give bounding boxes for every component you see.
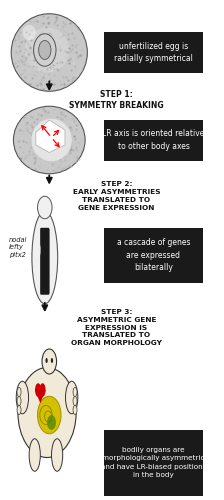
Ellipse shape xyxy=(18,368,76,458)
FancyBboxPatch shape xyxy=(104,32,203,73)
Ellipse shape xyxy=(66,381,78,414)
Text: bodily organs are
morphologically asymmetric
and have LR-biased positions
in the: bodily organs are morphologically asymme… xyxy=(101,447,206,478)
Ellipse shape xyxy=(39,40,51,60)
Circle shape xyxy=(51,358,53,363)
Text: LR axis is oriented relative
to other body axes: LR axis is oriented relative to other bo… xyxy=(102,130,205,150)
FancyBboxPatch shape xyxy=(40,228,49,294)
Text: nodal
lefty
pitx2: nodal lefty pitx2 xyxy=(9,236,27,258)
FancyBboxPatch shape xyxy=(104,430,203,496)
Ellipse shape xyxy=(25,28,69,72)
Ellipse shape xyxy=(32,211,58,304)
Text: STEP 3:
ASYMMETRIC GENE
EXPRESSION IS
TRANSLATED TO
ORGAN MORPHOLOGY: STEP 3: ASYMMETRIC GENE EXPRESSION IS TR… xyxy=(71,309,162,346)
Text: unfertilized egg is
radially symmetrical: unfertilized egg is radially symmetrical xyxy=(114,42,193,63)
FancyBboxPatch shape xyxy=(104,228,203,282)
Ellipse shape xyxy=(29,439,40,471)
Circle shape xyxy=(45,358,48,363)
Text: a cascade of genes
are expressed
bilaterally: a cascade of genes are expressed bilater… xyxy=(117,238,190,272)
Circle shape xyxy=(17,388,21,396)
Circle shape xyxy=(73,406,77,414)
FancyBboxPatch shape xyxy=(104,120,203,160)
Ellipse shape xyxy=(34,34,56,66)
Circle shape xyxy=(17,396,21,406)
Ellipse shape xyxy=(52,439,63,471)
Text: STEP 2:
EARLY ASYMMETRIES
TRANSLATED TO
GENE EXPRESSION: STEP 2: EARLY ASYMMETRIES TRANSLATED TO … xyxy=(73,182,160,210)
Ellipse shape xyxy=(16,381,29,414)
Ellipse shape xyxy=(11,14,87,91)
Text: STEP 1:
SYMMETRY BREAKING: STEP 1: SYMMETRY BREAKING xyxy=(69,90,164,110)
Circle shape xyxy=(35,383,41,397)
Polygon shape xyxy=(35,390,46,403)
Ellipse shape xyxy=(13,106,85,174)
Circle shape xyxy=(73,396,77,406)
Circle shape xyxy=(17,406,21,414)
Ellipse shape xyxy=(38,196,52,219)
Ellipse shape xyxy=(31,118,72,161)
Ellipse shape xyxy=(38,244,41,256)
Ellipse shape xyxy=(38,396,61,434)
Ellipse shape xyxy=(22,25,36,40)
Circle shape xyxy=(39,383,46,397)
Ellipse shape xyxy=(42,349,56,374)
Circle shape xyxy=(73,388,77,396)
Ellipse shape xyxy=(47,415,56,430)
Polygon shape xyxy=(36,120,65,152)
